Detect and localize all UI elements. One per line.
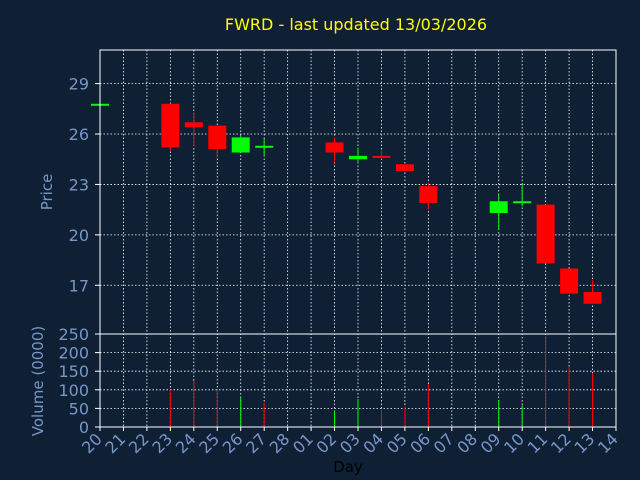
chart-title: FWRD - last updated 13/03/2026	[225, 15, 487, 34]
candle-body	[161, 103, 180, 148]
volume-axis-label: Volume (0000)	[29, 326, 47, 436]
price-tick-label: 23	[69, 175, 89, 194]
x-axis-label: Day	[333, 458, 363, 476]
volume-panel	[99, 335, 594, 427]
candle-body	[325, 142, 344, 153]
price-axis-label: Price	[38, 174, 56, 211]
candle-body	[489, 201, 508, 214]
price-panel	[91, 103, 602, 304]
volume-tick-label: 150	[58, 362, 89, 381]
axis-ticks: 1720232629050100150200250202122232425262…	[58, 75, 621, 458]
candle-body	[349, 155, 367, 160]
price-tick-label: 26	[69, 125, 89, 144]
volume-tick-label: 200	[58, 344, 89, 363]
volume-panel-frame	[99, 333, 617, 428]
volume-tick-label: 0	[79, 418, 89, 437]
candle-body	[208, 125, 227, 150]
candle-body	[231, 137, 250, 153]
volume-tick-label: 50	[69, 399, 89, 418]
candle-body	[184, 122, 203, 128]
volume-tick-label: 250	[58, 325, 89, 344]
volume-tick-label: 100	[58, 381, 89, 400]
price-tick-label: 29	[69, 75, 89, 94]
candle-body	[372, 155, 391, 158]
price-tick-label: 17	[69, 276, 89, 295]
price-tick-label: 20	[69, 226, 89, 245]
candle-body	[255, 145, 274, 148]
candle-body	[419, 186, 438, 203]
candle-body	[583, 291, 602, 304]
x-tick-label: 14	[594, 429, 622, 457]
panel-frames	[99, 49, 617, 428]
candle-body	[536, 204, 555, 264]
candle-body	[513, 201, 532, 204]
candle-body	[395, 164, 414, 171]
candle-body	[560, 268, 579, 294]
